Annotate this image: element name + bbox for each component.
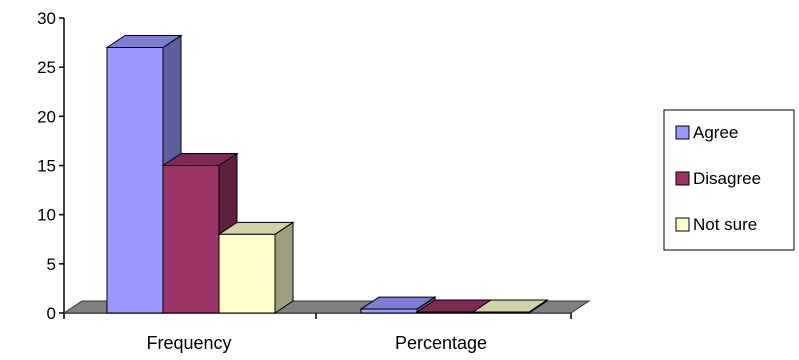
y-tick-label: 0 [47, 304, 56, 323]
y-tick-label: 20 [37, 107, 56, 126]
y-tick-label: 30 [37, 9, 56, 28]
bar-front-face [162, 165, 220, 314]
bar-front-face [416, 311, 474, 314]
y-tick-label: 10 [37, 206, 56, 225]
y-tick-label: 25 [37, 58, 56, 77]
bar [359, 296, 437, 314]
legend-swatch [675, 217, 690, 232]
bar-front-face [472, 311, 530, 314]
bar [217, 221, 295, 314]
x-category-label: Frequency [146, 333, 231, 353]
bar-front-face [218, 233, 276, 314]
bar [471, 299, 549, 314]
x-category-label: Percentage [395, 333, 487, 353]
bar-front-face [106, 47, 164, 314]
bar-side-face [274, 221, 294, 314]
bar-front-face [360, 308, 418, 314]
legend-swatch [675, 125, 690, 140]
y-tick-label: 5 [47, 255, 56, 274]
legend: Agree Disagree Not sure [663, 109, 795, 251]
bars-layer [105, 34, 549, 314]
legend-label: Not sure [693, 215, 757, 234]
legend-label: Disagree [693, 169, 761, 188]
legend-swatch [675, 171, 690, 186]
y-tick-label: 15 [37, 157, 56, 176]
legend-label: Agree [693, 123, 738, 142]
